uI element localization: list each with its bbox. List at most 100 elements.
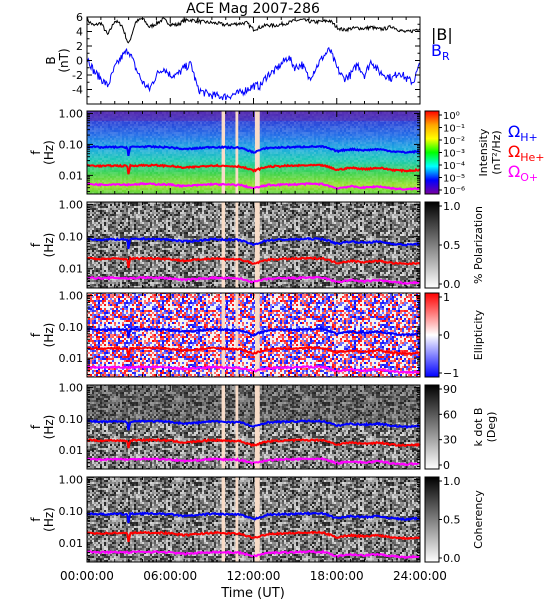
gyro-line-h-plus (86, 419, 421, 431)
data-gap (254, 202, 260, 288)
y-tick-label: 1.00 (59, 381, 84, 394)
y-tick-label: 0.01 (59, 444, 84, 457)
colorbar-tick-label: 10⁻⁴ (443, 161, 465, 172)
y-tick-label: 6 (76, 11, 83, 24)
colorbar-tick-label: 10⁻² (443, 136, 465, 147)
legend-gyro-o-plus: ΩO+ (508, 162, 538, 184)
y-tick-label: 1.00 (59, 199, 84, 212)
gyro-line-h-plus (86, 511, 421, 524)
colorbar-tick-label: 0 (443, 329, 450, 342)
colorbar-label: k dot B (472, 408, 485, 447)
colorbar-tick-label: 30 (443, 434, 457, 447)
panel-yunit: (Hz) (42, 507, 56, 532)
colorbar-tick-label: 1.0 (443, 475, 461, 488)
colorbar-label: Coherency (472, 490, 485, 549)
data-gap (254, 385, 260, 469)
colorbar-intensity (424, 110, 440, 195)
x-axis-label: Time (UT) (220, 586, 285, 600)
colorbar-tick-label: 1.0 (443, 200, 461, 213)
colorbar-tick-label: 0.0 (443, 278, 461, 291)
panel-yunit: (Hz) (42, 323, 56, 348)
y-tick-label: 1.00 (59, 107, 84, 120)
data-gap (235, 111, 239, 194)
spectral-panel-intensity: 1.00 0.10 0.01 f (Hz) 10⁰ 10⁻¹10⁻² 10⁻³10⁻⁴ 10⁻⁵… (29, 107, 545, 197)
series-line-b-r (86, 46, 421, 101)
y-tick-label: 0.10 (59, 413, 84, 426)
legend-gyro-he-plus: ΩHe+ (508, 142, 545, 164)
x-tick-label: 06:00:00 (143, 569, 197, 583)
y-tick-label: 0.01 (59, 537, 84, 550)
y-tick-label: 0.10 (59, 231, 84, 244)
gyro-line-h-plus (86, 326, 421, 339)
panel-yunit: (Hz) (42, 233, 56, 258)
gyro-line-he-plus (86, 256, 421, 269)
colorbar-tick-label: 10⁻⁵ (443, 174, 465, 185)
colorbar-tick-label: 0.5 (443, 514, 461, 527)
y-tick-label: 0.10 (59, 138, 84, 151)
y-tick-label: 4 (76, 26, 83, 39)
panel-ylabel: f (29, 150, 43, 155)
y-tick-label: 1.00 (59, 474, 84, 487)
spectral-panel-ellipticity: 1.00 0.10 0.01 f (Hz) 1 0 −1 Ellipticity (29, 289, 485, 380)
spectral-panel-coherency: 1.00 0.10 0.01 f (Hz) 1.0 0.5 0.0 Coherency (29, 474, 485, 565)
colorbar-tick-label: −1 (443, 367, 459, 380)
legend-b-r: BR (431, 41, 450, 63)
gyro-line-he-plus (86, 530, 421, 543)
colorbar-tick-label: 0.0 (443, 552, 461, 565)
x-tick-label: 18:00:00 (310, 569, 364, 583)
colorbar-polarization (424, 201, 440, 289)
panel-yunit: (Hz) (42, 415, 56, 440)
data-gap (235, 477, 239, 562)
gyro-line-he-plus (86, 437, 421, 449)
y-tick-label: 2 (76, 40, 83, 53)
panel-ylabel: f (29, 424, 43, 429)
colorbar-coherency (424, 476, 440, 563)
panel-ylabel: f (29, 332, 43, 337)
spectral-panel-polarization: 1.00 0.10 0.01 f (Hz) 1.0 0.5 0.0 % Polarization (29, 199, 485, 291)
legend-b-magnitude: |B| (431, 25, 453, 44)
y-tick-label: 0.01 (59, 169, 84, 182)
colorbar-ellipticity (424, 292, 440, 378)
gyro-line-h-plus (86, 144, 421, 156)
y-tick-label: -4 (72, 84, 83, 97)
colorbar-kdotb (424, 384, 440, 470)
data-gap (254, 111, 260, 194)
data-gap (221, 202, 226, 288)
colorbar-tick-label: 10⁰ (443, 111, 460, 122)
colorbar-tick-label: 1 (443, 291, 450, 304)
colorbar-tick-label: 10⁻¹ (443, 124, 465, 135)
panel-ylabel: f (29, 517, 43, 522)
data-gap (235, 202, 239, 288)
colorbar-label: % Polarization (472, 206, 485, 284)
colorbar-label: Ellipticity (472, 309, 485, 360)
spectrogram-shade (87, 385, 420, 423)
y-tick-label: -2 (72, 69, 83, 82)
colorbar-tick-label: 60 (443, 408, 457, 421)
gyro-line-he-plus (86, 163, 421, 175)
y-tick-label: 0 (76, 55, 83, 68)
gyro-line-he-plus (86, 346, 421, 358)
gyro-line-o-plus (86, 364, 421, 375)
colorbar-tick-label: 10⁻⁶ (443, 186, 465, 197)
colorbar-label: Intensity (477, 128, 490, 176)
field-yunit: (nT) (57, 48, 71, 72)
panel-yunit: (Hz) (42, 140, 56, 165)
y-tick-label: 0.10 (59, 321, 84, 334)
data-gap (221, 385, 226, 469)
y-tick-label: 0.01 (59, 352, 84, 365)
data-gap (221, 293, 226, 377)
data-gap (254, 293, 260, 377)
data-gap (235, 293, 239, 377)
x-tick-label: 12:00:00 (227, 569, 281, 583)
chart-title: ACE Mag 2007-286 (186, 1, 320, 17)
colorbar-tick-label: 0 (443, 459, 450, 472)
legend-gyro-h-plus: ΩH+ (508, 122, 538, 144)
field-panel: 6 42 0-2 -4 B (nT) |B|BR (44, 11, 453, 105)
data-gap (221, 111, 226, 194)
gyro-line-h-plus (86, 236, 421, 250)
colorbar-tick-label: 0.5 (443, 239, 461, 252)
panel-ylabel: f (29, 242, 43, 247)
y-tick-label: 0.01 (59, 263, 84, 276)
field-ylabel: B (44, 56, 58, 64)
